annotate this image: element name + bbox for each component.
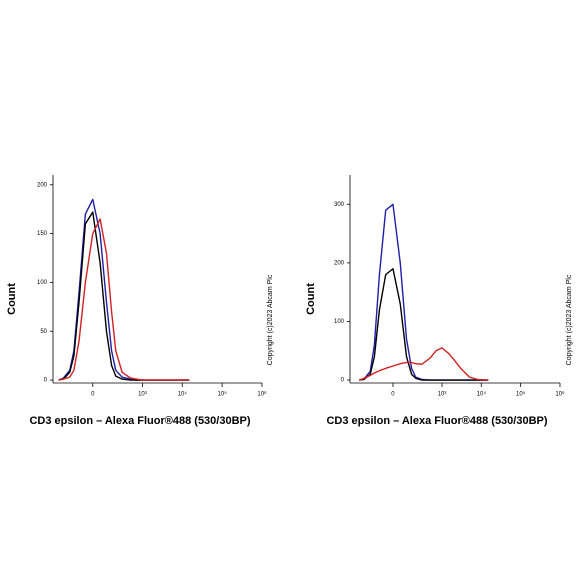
histogram-line [58, 198, 190, 381]
x-tick-label: 10⁶ [555, 391, 565, 398]
x-tick-label: 10⁴ [477, 391, 487, 398]
y-tick-label: 200 [37, 182, 48, 188]
y-tick-label: 50 [40, 329, 47, 335]
x-tick-label: 10³ [138, 392, 147, 398]
histogram-line [359, 347, 489, 381]
y-axis-label: Count [6, 283, 18, 315]
y-tick-label: 300 [334, 202, 345, 208]
histogram-line [58, 218, 190, 381]
copyright-note: Copyright (c)2023 Abcam Plc [267, 274, 274, 365]
x-tick-label: 10⁵ [516, 391, 526, 398]
copyright-note: Copyright (c)2023 Abcam Plc [566, 274, 573, 365]
x-tick-label: 10⁵ [218, 391, 228, 398]
x-axis-label: CD3 epsilon – Alexa Fluor®488 (530/30BP) [29, 415, 250, 427]
x-tick-label: 10⁶ [257, 391, 267, 398]
y-tick-label: 200 [334, 260, 345, 266]
histogram-line [359, 268, 489, 381]
y-tick-label: 100 [334, 319, 345, 325]
y-tick-label: 150 [37, 231, 48, 237]
x-tick-label: 0 [391, 392, 395, 398]
x-tick-label: 0 [91, 392, 95, 398]
y-tick-label: 0 [44, 378, 48, 384]
y-tick-label: 100 [37, 280, 48, 286]
y-tick-label: 0 [341, 378, 345, 384]
x-axis-label: CD3 epsilon – Alexa Fluor®488 (530/30BP) [326, 415, 547, 427]
x-tick-label: 10³ [438, 392, 447, 398]
x-tick-label: 10⁴ [178, 391, 188, 398]
histogram-line [359, 203, 489, 381]
y-axis-label: Count [305, 283, 317, 315]
